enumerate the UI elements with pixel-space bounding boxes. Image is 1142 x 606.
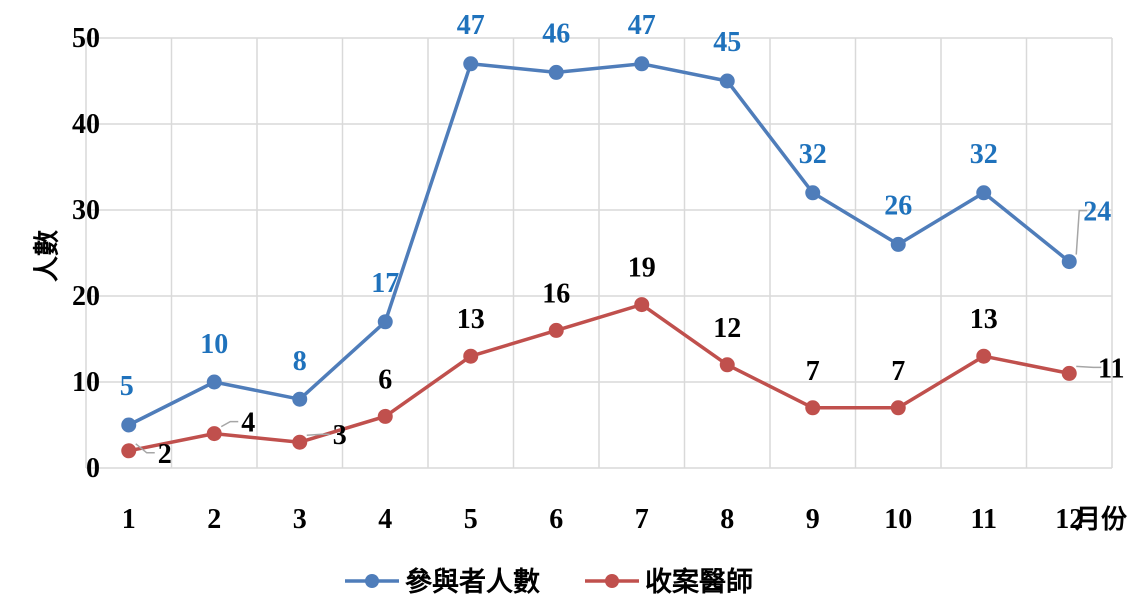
data-point (976, 185, 992, 201)
y-tick-label: 10 (72, 367, 100, 398)
leader-line (220, 420, 239, 428)
data-label: 11 (1098, 353, 1124, 384)
data-label: 3 (333, 420, 347, 451)
x-tick-label: 2 (207, 504, 221, 535)
data-label: 13 (970, 304, 998, 335)
data-label: 4 (241, 408, 255, 439)
legend-label: 參與者人數 (405, 566, 540, 598)
data-label: 45 (713, 27, 741, 58)
series-line-2 (128, 302, 1070, 453)
y-tick-label: 30 (72, 195, 100, 226)
x-tick-label: 8 (720, 504, 734, 535)
data-point (1061, 365, 1077, 381)
x-tick-label: 7 (635, 504, 649, 535)
x-tick-label: 9 (806, 504, 820, 535)
data-label: 32 (799, 139, 827, 170)
x-tick-label: 11 (971, 504, 997, 535)
data-point (548, 322, 564, 338)
legend-label: 收案醫師 (645, 566, 753, 598)
data-point (463, 348, 479, 364)
x-tick-label: 6 (549, 504, 563, 535)
leader-line (135, 443, 155, 454)
data-point (634, 56, 650, 72)
x-axis-title: 月份 (1074, 505, 1127, 535)
legend-marker (365, 574, 379, 588)
series-lines (121, 56, 1077, 459)
data-point (121, 417, 137, 433)
data-point (292, 391, 308, 407)
legend-marker (605, 574, 619, 588)
y-tick-label: 40 (72, 109, 100, 140)
data-point (805, 400, 821, 416)
data-label: 16 (542, 278, 570, 309)
y-axis-tick-labels: 0 10 20 30 40 50 (72, 23, 100, 484)
data-point (976, 348, 992, 364)
data-point (1061, 254, 1077, 270)
x-axis-tick-labels: 1 2 3 4 5 6 7 8 9 10 11 12 (122, 504, 1084, 535)
legend: 參與者人數 收案醫師 (345, 566, 753, 598)
data-label: 26 (884, 190, 912, 221)
data-point (548, 64, 564, 80)
data-label: 8 (293, 346, 307, 377)
data-point (463, 56, 479, 72)
x-tick-label: 3 (293, 504, 307, 535)
data-point (292, 434, 308, 450)
data-point (634, 297, 650, 313)
data-label: 12 (713, 313, 741, 344)
series-line-1 (127, 62, 1071, 427)
data-label: 19 (628, 253, 656, 284)
data-label: 7 (806, 356, 820, 387)
data-label: 47 (628, 10, 656, 41)
y-tick-label: 20 (72, 281, 100, 312)
data-point (377, 408, 393, 424)
y-tick-label: 0 (86, 453, 100, 484)
data-point (719, 357, 735, 373)
data-point (805, 185, 821, 201)
x-tick-label: 1 (122, 504, 136, 535)
data-point (890, 236, 906, 252)
data-label: 6 (378, 364, 392, 395)
data-label: 32 (970, 139, 998, 170)
data-label: 10 (200, 329, 228, 360)
leader-line (1076, 365, 1102, 369)
data-label: 47 (457, 10, 485, 41)
grid-lines (85, 37, 1113, 469)
data-point (719, 73, 735, 89)
y-tick-label: 50 (72, 23, 100, 54)
data-point (206, 426, 222, 442)
data-point (206, 374, 222, 390)
data-point (121, 443, 137, 459)
data-label: 17 (371, 268, 399, 299)
data-point (377, 314, 393, 330)
data-label: 24 (1083, 197, 1111, 228)
legend-item-1: 參與者人數 (345, 566, 540, 598)
data-label: 13 (457, 304, 485, 335)
x-tick-label: 4 (378, 504, 392, 535)
x-tick-label: 10 (884, 504, 912, 535)
data-label: 2 (158, 439, 172, 470)
data-label: 46 (542, 18, 570, 49)
data-point (890, 400, 906, 416)
data-label: 5 (120, 371, 134, 402)
legend-item-2: 收案醫師 (585, 566, 753, 598)
data-label: 7 (891, 356, 905, 387)
x-tick-label: 5 (464, 504, 478, 535)
leader-line (306, 433, 330, 436)
leader-line (1075, 209, 1088, 255)
x-tick-label: 12 (1055, 504, 1083, 535)
y-axis-title: 人數 (33, 230, 63, 282)
